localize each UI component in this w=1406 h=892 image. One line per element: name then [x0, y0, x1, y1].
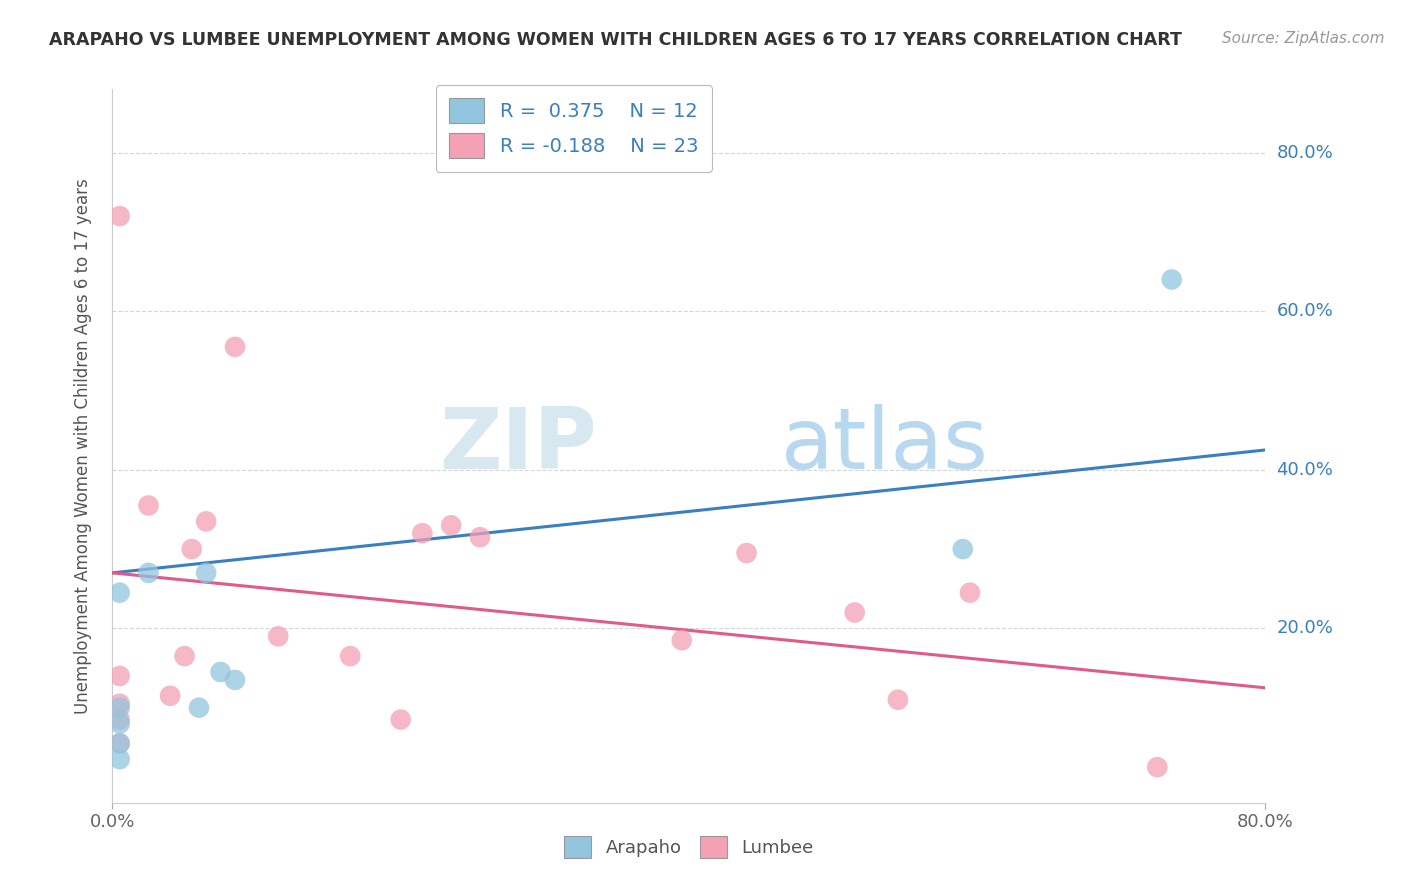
- Point: [224, 673, 246, 687]
- Point: [844, 606, 866, 620]
- Point: [108, 752, 131, 766]
- Point: [440, 518, 463, 533]
- Text: 40.0%: 40.0%: [1277, 461, 1333, 479]
- Point: [267, 629, 290, 643]
- Y-axis label: Unemployment Among Women with Children Ages 6 to 17 years: Unemployment Among Women with Children A…: [73, 178, 91, 714]
- Text: Source: ZipAtlas.com: Source: ZipAtlas.com: [1222, 31, 1385, 46]
- Text: 80.0%: 80.0%: [1277, 144, 1333, 161]
- Text: ARAPAHO VS LUMBEE UNEMPLOYMENT AMONG WOMEN WITH CHILDREN AGES 6 TO 17 YEARS CORR: ARAPAHO VS LUMBEE UNEMPLOYMENT AMONG WOM…: [49, 31, 1182, 49]
- Point: [671, 633, 693, 648]
- Point: [195, 514, 218, 528]
- Point: [108, 700, 131, 714]
- Text: ZIP: ZIP: [439, 404, 596, 488]
- Point: [887, 692, 910, 706]
- Point: [1160, 272, 1182, 286]
- Point: [159, 689, 181, 703]
- Point: [188, 700, 211, 714]
- Point: [952, 542, 974, 557]
- Point: [173, 649, 195, 664]
- Point: [209, 665, 232, 679]
- Point: [108, 716, 131, 731]
- Point: [138, 566, 160, 580]
- Point: [138, 499, 160, 513]
- Point: [108, 736, 131, 750]
- Point: [389, 713, 412, 727]
- Point: [195, 566, 218, 580]
- Text: atlas: atlas: [782, 404, 990, 488]
- Point: [1146, 760, 1168, 774]
- Point: [108, 713, 131, 727]
- Point: [108, 209, 131, 223]
- Point: [224, 340, 246, 354]
- Point: [339, 649, 361, 664]
- Point: [108, 736, 131, 750]
- Text: 60.0%: 60.0%: [1277, 302, 1333, 320]
- Point: [108, 697, 131, 711]
- Point: [735, 546, 758, 560]
- Point: [108, 669, 131, 683]
- Point: [411, 526, 433, 541]
- Point: [108, 585, 131, 599]
- Point: [468, 530, 491, 544]
- Point: [959, 585, 981, 599]
- Legend: R =  0.375    N = 12, R = -0.188    N = 23: R = 0.375 N = 12, R = -0.188 N = 23: [436, 85, 711, 171]
- Point: [180, 542, 202, 557]
- Text: 20.0%: 20.0%: [1277, 619, 1333, 638]
